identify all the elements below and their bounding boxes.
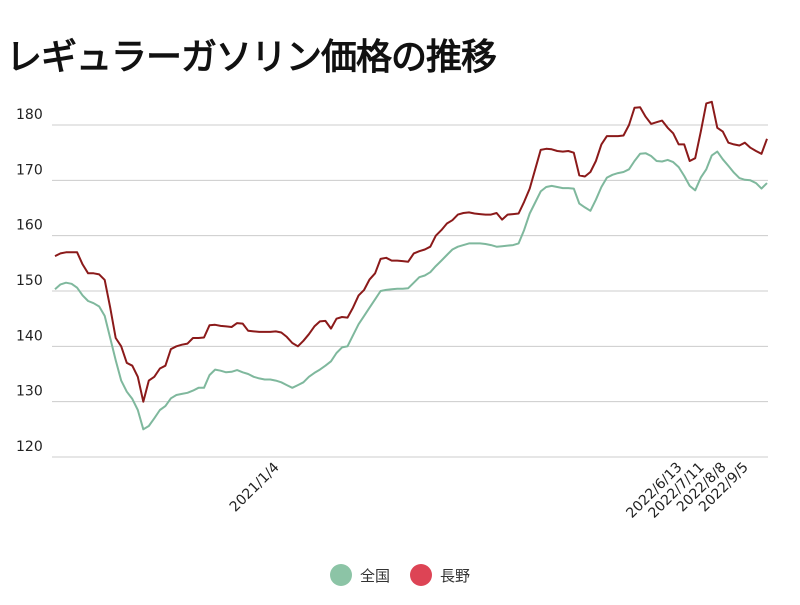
legend-item-national[interactable]: 全国 [329, 564, 390, 586]
gridlines [52, 124, 768, 458]
series-line-national[interactable] [54, 150, 768, 431]
legend-label-nagano: 長野 [440, 566, 471, 585]
line-chart: 120 130 140 150 160 170 180 2021/1/4 2022/6/132… [16, 100, 768, 522]
y-tick-label-140: 140 [16, 328, 43, 344]
x-tick-label-0: 2021/1/4 [227, 459, 283, 515]
y-tick-label-180: 180 [16, 107, 43, 123]
legend-label-national: 全国 [359, 566, 390, 585]
y-tick-label-130: 130 [16, 384, 43, 400]
series-lines [54, 100, 768, 431]
legend-swatch-nagano [410, 564, 432, 586]
y-tick-label-120: 120 [16, 439, 43, 455]
y-tick-label-150: 150 [16, 273, 43, 289]
y-tick-label-160: 160 [16, 218, 43, 234]
y-axis-ticks: 120 130 140 150 160 170 180 [16, 107, 43, 455]
x-axis-ticks: 2021/1/4 2022/6/132022/7/112022/8/82022/9… [227, 459, 752, 521]
series-line-nagano[interactable] [54, 100, 768, 403]
chart-title: レギュラーガソリン価格の推移 [6, 37, 497, 78]
legend-item-nagano[interactable]: 長野 [410, 564, 470, 586]
y-tick-label-170: 170 [16, 162, 43, 178]
legend-swatch-national [329, 564, 352, 586]
legend: 全国 長野 [0, 564, 800, 586]
